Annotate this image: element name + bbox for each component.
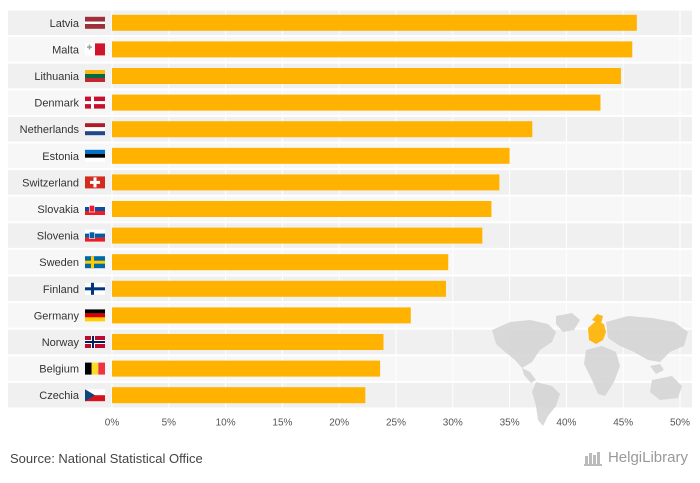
- flag-finland-icon: [85, 282, 105, 295]
- flag-latvia-icon: [85, 16, 105, 29]
- flag-estonia-icon: [85, 149, 105, 162]
- category-label: Sweden: [39, 257, 79, 269]
- library-icon: [583, 451, 602, 466]
- helgi-library-logo: HelgiLibrary: [583, 449, 688, 466]
- category-label: Germany: [34, 310, 80, 322]
- bar: [112, 41, 633, 58]
- flag-slovenia-icon: [85, 229, 105, 242]
- flag-sweden-icon: [85, 256, 105, 269]
- category-label: Denmark: [34, 98, 79, 110]
- category-label: Belgium: [39, 364, 79, 376]
- flag-malta-icon: [85, 43, 105, 56]
- logo-text: HelgiLibrary: [607, 449, 688, 466]
- flag-lithuania-icon: [85, 70, 105, 82]
- flag-denmark-icon: [85, 96, 105, 109]
- bar: [112, 201, 492, 217]
- category-label: Malta: [52, 44, 80, 56]
- bar: [112, 14, 637, 31]
- x-axis-ticks: 0% 5% 10% 15% 20% 25% 30% 35% 40% 45% 50%: [105, 418, 690, 429]
- bar: [112, 121, 533, 138]
- bar: [112, 174, 500, 191]
- country-flags: [85, 16, 105, 402]
- category-label: Estonia: [42, 151, 80, 163]
- flag-belgium-icon: [85, 362, 105, 375]
- bars: [112, 14, 637, 404]
- bar: [112, 68, 621, 84]
- flag-netherlands-icon: [85, 123, 105, 136]
- bar: [112, 360, 381, 377]
- category-label: Netherlands: [20, 124, 80, 136]
- world-map-image: [492, 313, 688, 426]
- x-tick-label: 25%: [386, 418, 406, 429]
- source-note: Source: National Statistical Office: [10, 451, 203, 466]
- bar: [112, 147, 510, 164]
- category-label: Latvia: [50, 18, 80, 30]
- flag-switzerland-icon: [85, 176, 105, 189]
- flag-germany-icon: [85, 309, 105, 322]
- bar: [112, 387, 366, 404]
- x-tick-label: 35%: [500, 418, 520, 429]
- category-label: Norway: [42, 337, 80, 349]
- flag-czechia-icon: [85, 389, 105, 402]
- bar: [112, 94, 601, 111]
- x-tick-label: 50%: [670, 418, 690, 429]
- flag-slovakia-icon: [85, 203, 105, 215]
- x-tick-label: 30%: [443, 418, 463, 429]
- x-tick-label: 10%: [216, 418, 236, 429]
- category-label: Czechia: [39, 390, 80, 402]
- category-label: Slovenia: [37, 231, 80, 243]
- bar-chart: Latvia Malta Lithuania Denmark Netherlands Es…: [8, 9, 692, 429]
- x-tick-label: 40%: [556, 418, 576, 429]
- bar: [112, 334, 384, 350]
- category-label: Switzerland: [22, 177, 79, 189]
- bar: [112, 254, 449, 271]
- bar: [112, 227, 483, 244]
- category-labels: Latvia Malta Lithuania Denmark Netherlands Es…: [20, 18, 80, 402]
- category-label: Slovakia: [37, 204, 79, 216]
- x-tick-label: 5%: [162, 418, 177, 429]
- bar: [112, 307, 411, 324]
- x-tick-label: 20%: [329, 418, 349, 429]
- x-tick-label: 15%: [272, 418, 292, 429]
- x-tick-label: 45%: [613, 418, 633, 429]
- flag-norway-icon: [85, 336, 105, 348]
- x-tick-label: 0%: [105, 418, 120, 429]
- category-label: Lithuania: [34, 71, 80, 83]
- category-label: Finland: [43, 284, 79, 296]
- bar: [112, 280, 446, 297]
